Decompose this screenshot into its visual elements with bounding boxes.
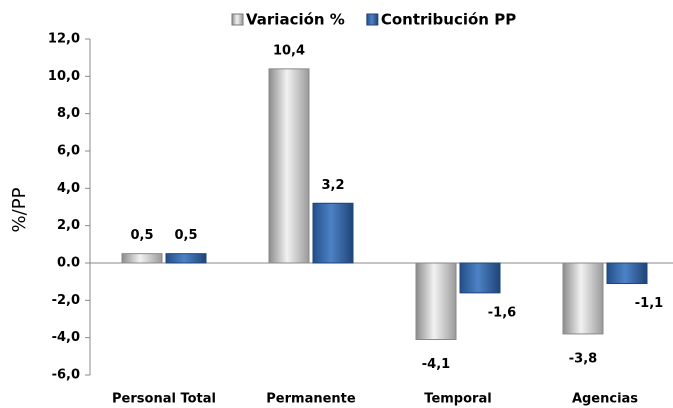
bar <box>415 262 457 341</box>
y-tick-label: -2,0 <box>52 293 80 308</box>
y-tick-label: 2,0 <box>57 218 80 233</box>
bar <box>606 262 648 285</box>
bar <box>459 262 501 294</box>
legend-swatch <box>231 13 244 26</box>
x-tick-label: Agencias <box>572 392 638 407</box>
y-tick-label: -4,0 <box>52 330 80 345</box>
data-label: 3,2 <box>321 178 344 193</box>
legend-swatch <box>366 13 379 26</box>
x-tick-label: Personal Total <box>112 392 216 407</box>
data-label: -4,1 <box>422 357 450 372</box>
x-tick-label: Temporal <box>424 392 491 407</box>
y-tick-label: 0.0 <box>57 256 80 271</box>
bar <box>312 202 354 264</box>
data-label: -1,6 <box>488 305 516 320</box>
y-tick-label: 12,0 <box>48 32 80 47</box>
data-label: -3,8 <box>569 351 597 366</box>
bar <box>165 253 207 264</box>
y-tick-label: 10,0 <box>48 69 80 84</box>
bar <box>121 253 163 264</box>
data-label: 10,4 <box>273 43 305 58</box>
y-tick-label: 8,0 <box>57 106 80 121</box>
data-label: 0,5 <box>174 228 197 243</box>
bar <box>268 68 310 264</box>
data-label: -1,1 <box>635 296 663 311</box>
y-tick-label: 6,0 <box>57 144 80 159</box>
legend-label: Variación % <box>246 11 345 29</box>
y-axis-label: %/PP <box>9 187 30 232</box>
data-label: 0,5 <box>130 228 153 243</box>
legend-label: Contribución PP <box>381 11 516 29</box>
y-tick-label: -6,0 <box>52 368 80 383</box>
y-tick-label: 4,0 <box>57 181 80 196</box>
x-tick-label: Permanente <box>266 392 356 407</box>
bar <box>562 262 604 335</box>
